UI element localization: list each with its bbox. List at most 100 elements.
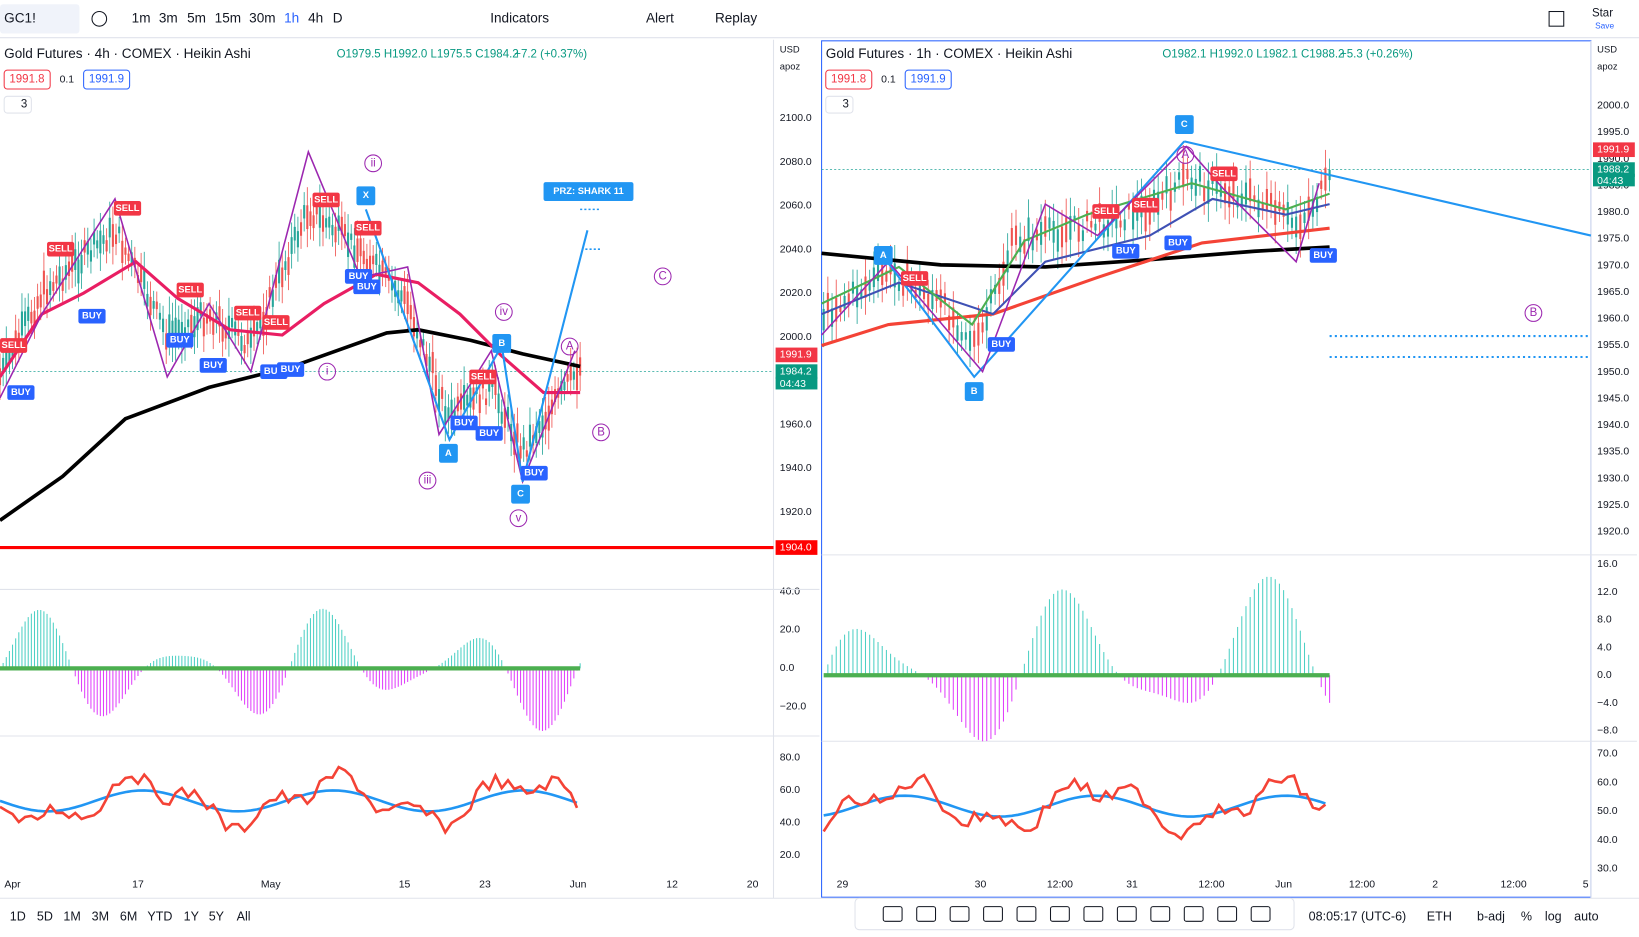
candle [1249,178,1252,202]
interval[interactable]: 1h [284,10,299,25]
currency[interactable]: USD [1597,44,1617,55]
candle [33,310,36,326]
range[interactable]: All [237,909,251,923]
indicators[interactable]: Indicators [490,10,549,25]
candle [572,371,575,380]
candle [372,255,375,265]
range[interactable]: 1D [10,909,26,923]
spread: 0.1 [881,74,896,85]
range[interactable]: 1M [63,909,80,923]
candle [868,280,871,291]
candle [428,356,431,372]
drawing-tool[interactable] [1150,906,1171,922]
count-box[interactable] [3,95,32,114]
add-symbol[interactable] [91,10,108,27]
drawing-tool[interactable] [882,906,903,922]
candle [506,406,510,420]
candle [58,266,61,286]
drawing-tool[interactable] [983,906,1003,922]
range[interactable]: YTD [147,909,172,923]
range[interactable]: 6M [120,909,137,923]
adjust[interactable]: b-adj [1477,909,1505,923]
wave-label: iv [500,306,509,318]
drawing-tool[interactable] [1250,906,1271,922]
candle [575,365,579,391]
drawing-tool[interactable] [949,906,970,922]
candle [513,431,516,455]
interval[interactable]: 30m [249,10,275,25]
drawing-tool[interactable] [1016,906,1037,922]
interval[interactable]: D [333,10,343,25]
bid-box[interactable] [3,69,51,90]
wave-circle [1176,146,1195,164]
ask[interactable]: 1991.9 [89,74,124,86]
drawing-tool[interactable] [1183,906,1204,922]
candle [281,267,284,288]
candle [328,216,331,228]
session[interactable]: ETH [1427,909,1452,923]
price-tag-text: 04:43 [1597,176,1623,187]
candle [343,224,346,237]
count[interactable]: 3 [842,99,848,111]
candle [205,314,209,324]
star[interactable]: Star [1592,8,1613,20]
indicator-line [821,145,1320,374]
signal-label: BUY [349,270,370,281]
range[interactable]: 5Y [209,909,225,923]
time-tick-label: Jun [1275,879,1292,890]
alert[interactable]: Alert [646,10,674,25]
scale-mode[interactable]: apoz [1597,60,1618,71]
bid[interactable]: 1991.8 [9,74,44,86]
ask[interactable]: 1991.9 [910,74,945,86]
candle [118,226,121,234]
interval[interactable]: 15m [215,10,241,25]
range[interactable]: 3M [92,909,109,923]
signal-box [176,282,204,298]
symbol[interactable]: GC1! [4,10,36,25]
interval[interactable]: 4h [308,10,323,25]
time-tick-label: 12:00 [1500,879,1526,890]
price-tick-label: 1980.0 [1597,207,1629,218]
signal-box [469,369,497,385]
drawing-tool[interactable] [1217,906,1238,922]
log[interactable]: log [1545,909,1562,923]
drawing-tool[interactable] [1049,906,1070,922]
drawing-tool[interactable] [1083,906,1104,922]
wave-label: A [1182,149,1190,161]
wave-circle [494,303,513,321]
candle [485,398,488,406]
percent[interactable]: % [1521,909,1532,923]
save[interactable]: Save [1595,20,1614,30]
candle [1048,217,1051,229]
drawing-tool[interactable] [916,906,937,922]
layout-icon[interactable] [1548,10,1565,27]
symbol-box[interactable] [0,4,80,34]
signal-box [166,332,194,348]
currency[interactable]: USD [780,44,800,55]
ask-box[interactable] [83,69,131,90]
ask-box[interactable] [904,69,952,90]
candle [544,411,547,430]
count-box[interactable] [825,95,854,114]
scale-mode[interactable]: apoz [780,60,801,71]
candle [218,306,221,327]
bid-box[interactable] [825,69,873,90]
drawing-tool[interactable] [1116,906,1137,922]
interval[interactable]: 1m [132,10,151,25]
range[interactable]: 5D [37,909,53,923]
price-tag [1593,173,1635,187]
interval[interactable]: 5m [187,10,206,25]
candle [1186,168,1189,180]
count[interactable]: 3 [21,99,27,111]
auto[interactable]: auto [1574,909,1598,923]
candle [227,315,230,339]
range[interactable]: 1Y [184,909,200,923]
osc-tick-label: −20.0 [780,702,807,713]
replay[interactable]: Replay [715,10,757,25]
signal-box [987,337,1015,352]
bid[interactable]: 1991.8 [831,74,866,86]
interval[interactable]: 3m [159,10,178,25]
signal-box [520,465,548,481]
candle [1228,186,1231,208]
time-tick-label: 29 [837,879,849,890]
